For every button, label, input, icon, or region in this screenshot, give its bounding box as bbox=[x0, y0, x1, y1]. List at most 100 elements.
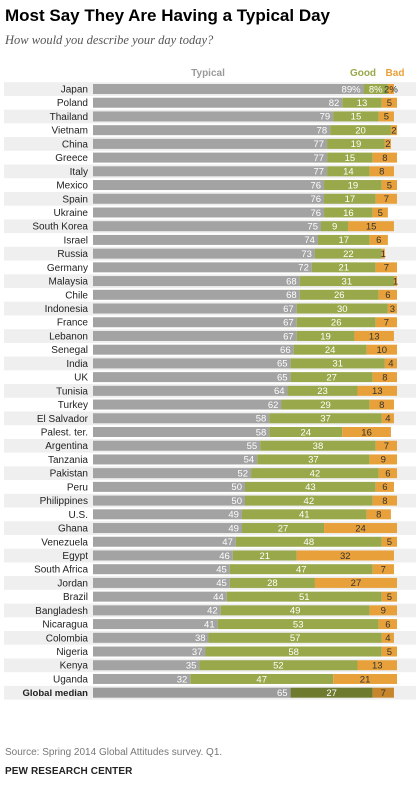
value-label-good: 13 bbox=[357, 98, 368, 109]
bar-good bbox=[311, 262, 376, 273]
bar-good bbox=[208, 632, 382, 643]
value-label-good: 26 bbox=[334, 290, 345, 301]
bar-good bbox=[251, 468, 379, 479]
bar-good bbox=[232, 550, 297, 561]
value-label-good: 37 bbox=[308, 455, 319, 466]
value-label-typical: 67 bbox=[283, 304, 294, 315]
legend-typical: Typical bbox=[191, 68, 225, 79]
value-label-good: 57 bbox=[290, 633, 301, 644]
value-label-bad: 7 bbox=[381, 565, 386, 576]
bar-good bbox=[314, 248, 382, 259]
bar-typical bbox=[93, 523, 242, 534]
value-label-good: 49 bbox=[290, 606, 301, 617]
value-label-good: 17 bbox=[345, 194, 356, 205]
bar-bad bbox=[369, 234, 388, 245]
bar-typical bbox=[93, 152, 328, 163]
bar-typical bbox=[93, 262, 312, 273]
category-label: Tanzania bbox=[48, 455, 88, 466]
bar-bad bbox=[372, 687, 394, 698]
bar-typical bbox=[93, 440, 261, 451]
bar-good bbox=[296, 330, 355, 341]
bar-good bbox=[290, 358, 385, 369]
category-label: Uganda bbox=[53, 674, 88, 685]
category-label: Kenya bbox=[60, 661, 89, 672]
bar-good bbox=[220, 605, 370, 616]
bar-typical bbox=[93, 248, 315, 259]
bar-good bbox=[229, 577, 315, 588]
bar-good bbox=[229, 564, 373, 575]
value-label-good: 17 bbox=[339, 235, 350, 246]
bar-bad bbox=[378, 619, 397, 630]
bar-bad bbox=[372, 152, 397, 163]
bar-good bbox=[321, 221, 349, 232]
value-label-bad: 16 bbox=[361, 427, 372, 438]
category-label: Venezuela bbox=[41, 537, 88, 548]
bar-bad bbox=[381, 591, 397, 602]
bar-bad bbox=[375, 262, 397, 273]
value-label-good: 27 bbox=[278, 523, 289, 534]
bar-bad bbox=[357, 385, 397, 396]
value-label-typical: 68 bbox=[286, 290, 297, 301]
value-label-bad: 5 bbox=[387, 98, 392, 109]
bar-good bbox=[217, 619, 379, 630]
bar-good bbox=[296, 303, 388, 314]
bar-good bbox=[330, 125, 391, 136]
category-label: Egypt bbox=[62, 551, 88, 562]
value-label-bad: 2% bbox=[384, 84, 398, 95]
value-label-bad: 5 bbox=[387, 180, 392, 191]
value-label-bad: 13 bbox=[372, 386, 383, 397]
value-label-good: 24 bbox=[301, 427, 312, 438]
value-label-good: 53 bbox=[293, 619, 304, 630]
category-label: Russia bbox=[57, 249, 88, 260]
category-label: Italy bbox=[70, 167, 88, 178]
bar-good bbox=[293, 344, 367, 355]
value-label-typical: 58 bbox=[256, 427, 267, 438]
value-label-good: 19 bbox=[320, 331, 331, 342]
bar-bad bbox=[375, 317, 397, 328]
category-label: Nicaragua bbox=[42, 620, 88, 631]
value-label-good: 31 bbox=[332, 359, 343, 370]
bar-good bbox=[269, 427, 343, 437]
bar-good bbox=[342, 97, 382, 108]
value-label-good: 22 bbox=[343, 249, 354, 260]
bar-good bbox=[257, 454, 370, 465]
credit-label: PEW RESEARCH CENTER bbox=[5, 766, 133, 777]
bar-typical bbox=[93, 673, 191, 684]
category-label: South Korea bbox=[32, 222, 88, 233]
category-label: Argentina bbox=[45, 441, 88, 452]
category-label: Bangladesh bbox=[35, 606, 88, 617]
bar-typical bbox=[93, 591, 227, 602]
category-label: Ghana bbox=[58, 524, 88, 535]
bar-typical bbox=[93, 166, 328, 177]
bar-bad bbox=[375, 193, 397, 204]
bar-bad bbox=[348, 221, 394, 232]
bar-bad bbox=[378, 289, 397, 300]
bar-good bbox=[199, 660, 358, 671]
value-label-bad: 5 bbox=[384, 112, 389, 123]
bar-bad bbox=[333, 673, 397, 684]
category-label: Peru bbox=[67, 482, 88, 493]
value-label-good: 58 bbox=[288, 647, 299, 658]
bar-typical bbox=[93, 550, 233, 561]
value-label-good: 38 bbox=[313, 441, 324, 452]
category-label: Brazil bbox=[63, 592, 88, 603]
bar-bad bbox=[372, 207, 388, 218]
value-label-typical: 32 bbox=[177, 674, 188, 685]
bar-typical bbox=[93, 399, 282, 410]
legend-good: Good bbox=[350, 68, 376, 79]
value-label-good: 27 bbox=[326, 372, 337, 383]
value-label-bad: 8 bbox=[382, 372, 387, 383]
value-label-typical: 77 bbox=[314, 153, 325, 164]
value-label-typical: 77 bbox=[314, 139, 325, 150]
value-label-bad: 15 bbox=[366, 222, 377, 233]
bar-typical bbox=[93, 564, 230, 575]
bar-good bbox=[324, 207, 373, 218]
value-label-good: 15 bbox=[351, 112, 362, 123]
bar-good bbox=[290, 372, 373, 383]
value-label-good: 21 bbox=[259, 551, 270, 562]
category-label: Ukraine bbox=[54, 208, 89, 219]
value-label-typical: 76 bbox=[310, 180, 321, 191]
category-label: Japan bbox=[61, 85, 88, 96]
bar-bad bbox=[354, 330, 394, 341]
category-label: Jordan bbox=[57, 578, 88, 589]
